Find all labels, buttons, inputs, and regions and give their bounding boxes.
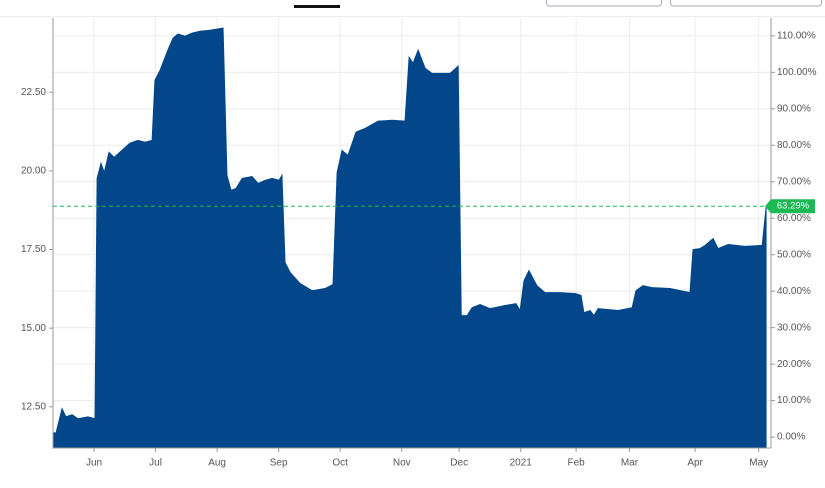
y2-tick-label: 90.00% <box>777 103 811 114</box>
x-tick-label: Jun <box>86 458 102 469</box>
x-tick-label: Oct <box>332 458 348 469</box>
button[interactable] <box>546 0 662 7</box>
button[interactable] <box>670 0 822 7</box>
x-tick-label: Dec <box>450 458 468 469</box>
x-tick-label: Jul <box>149 458 162 469</box>
y2-tick-label: 100.00% <box>777 67 817 78</box>
y2-tick-label: 10.00% <box>777 395 811 406</box>
y-tick-label: 17.50 <box>21 244 46 255</box>
annotation-badge <box>765 199 815 214</box>
y-tick-label: 12.50 <box>21 401 46 412</box>
y-tick-label: 20.00 <box>21 166 46 177</box>
x-tick-label: Mar <box>621 458 639 469</box>
x-tick-label: Feb <box>567 458 585 469</box>
y-tick-label: 15.00 <box>21 323 46 334</box>
x-tick-label: Apr <box>687 458 703 469</box>
y-tick-label: 22.50 <box>21 87 46 98</box>
area <box>52 27 767 449</box>
y2-tick-label: 40.00% <box>777 286 811 297</box>
y2-tick-label: 0.00% <box>777 432 805 443</box>
y2-tick-label: 20.00% <box>777 359 811 370</box>
y2-tick-label: 60.00% <box>777 213 811 224</box>
y2-tick-label: 110.00% <box>777 31 816 42</box>
y2-tick-label: 50.00% <box>777 249 811 260</box>
x-tick-label: May <box>749 458 768 469</box>
x-tick-label: Aug <box>208 458 226 469</box>
annotation-label: 63.29% <box>777 201 810 212</box>
x-tick-label: Nov <box>393 458 411 469</box>
x-tick-label: 2021 <box>510 458 533 469</box>
y2-tick-label: 70.00% <box>777 176 811 187</box>
y2-tick-label: 80.00% <box>777 140 811 151</box>
tab-indicator <box>294 5 340 8</box>
y2-tick-label: 30.00% <box>777 322 811 333</box>
x-tick-label: Sep <box>270 458 288 469</box>
